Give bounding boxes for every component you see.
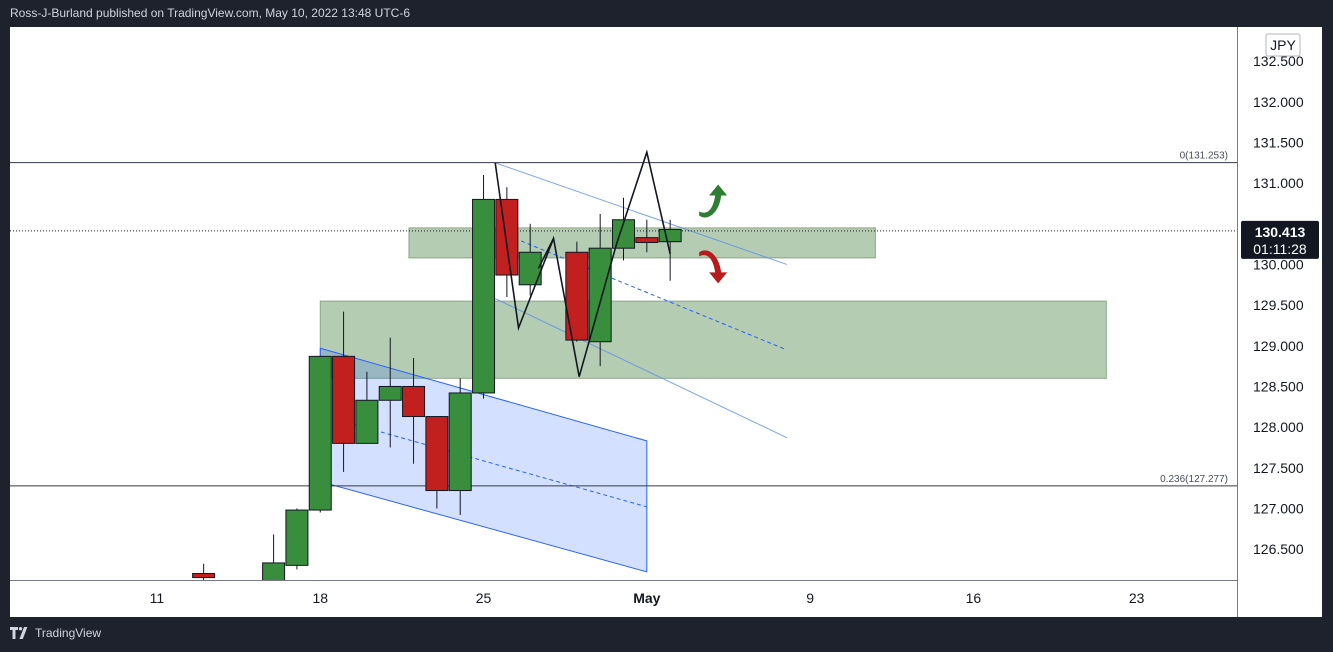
big-channel-bottom xyxy=(494,298,788,439)
plot-area: 0(131.253) 0.236(127.277) xyxy=(10,149,1237,580)
candle-body-10 xyxy=(472,198,496,394)
tradingview-logo-icon xyxy=(10,627,28,639)
time-tick-5: 16 xyxy=(966,590,982,606)
price-tick-7: 130.000 xyxy=(1253,256,1304,272)
candle-body-14 xyxy=(588,247,612,343)
price-tick-3: 128.000 xyxy=(1253,419,1304,435)
price-tick-9: 131.500 xyxy=(1253,134,1304,150)
candle-body-2 xyxy=(285,509,309,566)
price-tick-0: 126.500 xyxy=(1253,541,1304,557)
footer-brand: TradingView xyxy=(35,626,102,640)
candle-body-6 xyxy=(378,385,402,401)
time-tick-2: 25 xyxy=(476,590,492,606)
candle-body-1 xyxy=(262,562,286,580)
currency-box xyxy=(1265,33,1301,57)
bearish-arrow-shape xyxy=(699,250,728,284)
time-tick-6: 23 xyxy=(1129,590,1145,606)
time-tick-0: 11 xyxy=(150,590,165,606)
footer: TradingView xyxy=(10,626,101,640)
candle-body-4 xyxy=(332,355,356,444)
candle-body-7 xyxy=(402,385,426,418)
candle-body-5 xyxy=(355,399,379,444)
price-tick-5: 129.000 xyxy=(1253,338,1304,354)
last-price-box xyxy=(1241,220,1319,259)
bullish-arrow-shape xyxy=(699,184,728,218)
candlestick-chart[interactable]: 0(131.253) 0.236(127.277) 126.500 127.000 12… xyxy=(10,27,1322,617)
candle-body-9 xyxy=(448,392,472,492)
candle-body-16 xyxy=(635,237,659,244)
time-tick-3: May xyxy=(633,590,660,606)
big-channel-midline xyxy=(495,229,787,351)
publisher-header: Ross-J-Burland published on TradingView.… xyxy=(10,6,410,20)
zigzag-pattern xyxy=(494,149,671,377)
zigzag-branch xyxy=(537,238,555,269)
candle-body-11 xyxy=(495,198,519,276)
time-tick-4: 9 xyxy=(806,590,814,606)
price-tick-6: 129.500 xyxy=(1253,297,1304,313)
candle-body-17 xyxy=(658,228,682,243)
currency-badge: JPY xyxy=(1265,33,1301,57)
candle-body-0 xyxy=(192,572,216,579)
price-tick-2: 127.500 xyxy=(1253,460,1304,476)
candle-body-8 xyxy=(425,416,449,492)
bullish-arrow-icon xyxy=(699,184,728,218)
last-price-value: 130.413 xyxy=(1255,224,1306,240)
price-tick-10: 132.000 xyxy=(1253,94,1304,110)
lower-zone xyxy=(319,300,1107,379)
time-tick-1: 18 xyxy=(312,590,328,606)
price-tick-1: 127.000 xyxy=(1253,500,1304,516)
chart-frame[interactable]: 0(131.253) 0.236(127.277) 126.500 127.000 12… xyxy=(10,27,1322,617)
fib-label-1: 0.236(127.277) xyxy=(1160,474,1228,485)
fib-label-0: 0(131.253) xyxy=(1180,151,1228,162)
big-channel-top xyxy=(495,162,787,265)
candle-body-3 xyxy=(308,355,332,511)
bar-countdown: 01:11:28 xyxy=(1253,241,1307,257)
candle-body-13 xyxy=(565,251,589,341)
bearish-arrow-icon xyxy=(699,250,728,284)
price-tick-4: 128.500 xyxy=(1253,378,1304,394)
currency-label: JPY xyxy=(1270,37,1296,53)
price-tick-8: 131.000 xyxy=(1253,175,1304,191)
price-tick-11: 132.500 xyxy=(1253,53,1304,69)
